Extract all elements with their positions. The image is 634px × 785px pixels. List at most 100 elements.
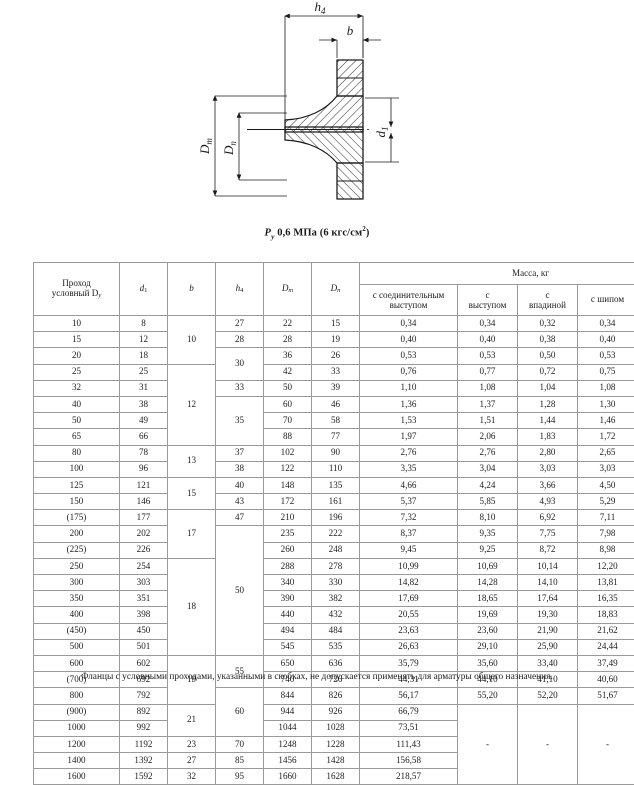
cell-h4: 43 — [216, 494, 264, 510]
flange-table: Проход условный Dу d1 b h4 Dm — [33, 262, 634, 785]
cell-mass-4: 1,30 — [578, 396, 634, 412]
cell-mass-2: 3,04 — [458, 461, 518, 477]
cell-mass-1: 7,32 — [360, 510, 458, 526]
cell-Dm: 844 — [264, 688, 312, 704]
cell-mass-2: 8,10 — [458, 510, 518, 526]
cell-h4: 27 — [216, 316, 264, 332]
cell-Dn: 58 — [312, 413, 360, 429]
cell-Dn: 26 — [312, 348, 360, 364]
cell-Dn: 535 — [312, 639, 360, 655]
cell-dy: 100 — [34, 461, 120, 477]
cell-d1: 398 — [120, 607, 168, 623]
flange-drawing: h4 b Dm Dn — [0, 0, 634, 238]
cell-Dn: 432 — [312, 607, 360, 623]
cell-mass-1: 1,97 — [360, 429, 458, 445]
cell-mass-3: 3,66 — [518, 477, 578, 493]
cell-h4: 60 — [216, 688, 264, 737]
cell-dy: 1400 — [34, 753, 120, 769]
cell-mass-2: 9,25 — [458, 542, 518, 558]
cell-dy: 600 — [34, 655, 120, 671]
cell-mass-1: 0,40 — [360, 332, 458, 348]
th-Dm: Dm — [264, 263, 312, 316]
cell-d1: 31 — [120, 380, 168, 396]
cell-mass-2: - — [458, 704, 518, 785]
dim-Dn — [239, 113, 287, 180]
cell-mass-2: 0,40 — [458, 332, 518, 348]
cell-h4: 85 — [216, 753, 264, 769]
cell-d1: 78 — [120, 445, 168, 461]
cell-mass-4: - — [578, 704, 634, 785]
cell-mass-1: 23,63 — [360, 623, 458, 639]
cell-dy: 300 — [34, 575, 120, 591]
cell-dy: 20 — [34, 348, 120, 364]
flange-section-svg: h4 b Dm Dn — [187, 0, 447, 224]
cell-d1: 8 — [120, 316, 168, 332]
cell-d1: 66 — [120, 429, 168, 445]
cell-d1: 792 — [120, 688, 168, 704]
cell-d1: 1192 — [120, 736, 168, 752]
cell-Dn: 636 — [312, 655, 360, 671]
cell-Dn: 77 — [312, 429, 360, 445]
cell-mass-4: 7,11 — [578, 510, 634, 526]
th-b: b — [168, 263, 216, 316]
cell-Dn: 278 — [312, 558, 360, 574]
cell-mass-3: 52,20 — [518, 688, 578, 704]
cell-dy: 15 — [34, 332, 120, 348]
th-d1: d1 — [120, 263, 168, 316]
cell-mass-1: 26,63 — [360, 639, 458, 655]
cell-mass-2: 23,60 — [458, 623, 518, 639]
cell-d1: 25 — [120, 364, 168, 380]
cell-Dm: 22 — [264, 316, 312, 332]
cell-mass-3: 21,90 — [518, 623, 578, 639]
th-mass-0-l1: с соединительным — [373, 290, 445, 300]
cell-mass-2: 2,76 — [458, 445, 518, 461]
th-mass-0: с соединительным выступом — [360, 285, 458, 316]
cell-mass-1: 17,69 — [360, 591, 458, 607]
cell-mass-3: 10,14 — [518, 558, 578, 574]
cell-Dm: 440 — [264, 607, 312, 623]
cell-mass-1: 218,57 — [360, 769, 458, 785]
cell-Dn: 110 — [312, 461, 360, 477]
cell-Dm: 88 — [264, 429, 312, 445]
cell-mass-3: 1,28 — [518, 396, 578, 412]
cell-b: 12 — [168, 364, 216, 445]
cell-h4: 35 — [216, 396, 264, 445]
th-dy-line1: Проход — [62, 278, 91, 288]
dim-label-d1: d1 — [373, 127, 390, 138]
cell-b: 13 — [168, 445, 216, 477]
cell-mass-4: 0,53 — [578, 348, 634, 364]
cell-b: 15 — [168, 477, 216, 509]
cell-Dn: 248 — [312, 542, 360, 558]
cell-b: 18 — [168, 558, 216, 655]
cell-mass-2: 4,24 — [458, 477, 518, 493]
cell-Dm: 42 — [264, 364, 312, 380]
cell-dy: 10 — [34, 316, 120, 332]
cell-Dm: 28 — [264, 332, 312, 348]
cell-mass-1: 20,55 — [360, 607, 458, 623]
cell-d1: 1592 — [120, 769, 168, 785]
cell-Dn: 46 — [312, 396, 360, 412]
cell-mass-2: 29,10 — [458, 639, 518, 655]
th-mass-group: Масса, кг — [360, 263, 634, 285]
cell-mass-1: 0,76 — [360, 364, 458, 380]
cell-mass-2: 55,20 — [458, 688, 518, 704]
cell-d1: 602 — [120, 655, 168, 671]
cell-Dn: 90 — [312, 445, 360, 461]
cell-dy: 65 — [34, 429, 120, 445]
cell-mass-1: 3,35 — [360, 461, 458, 477]
cell-Dm: 235 — [264, 526, 312, 542]
cell-mass-1: 1,53 — [360, 413, 458, 429]
cell-Dn: 1028 — [312, 720, 360, 736]
cell-h4: 38 — [216, 461, 264, 477]
cell-mass-4: 24,44 — [578, 639, 634, 655]
cell-mass-4: 0,75 — [578, 364, 634, 380]
